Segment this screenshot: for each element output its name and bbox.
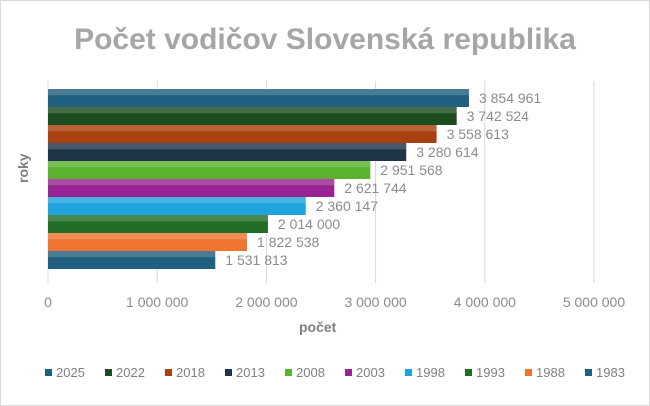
legend-label: 1983 <box>596 365 625 380</box>
x-tick-label: 5 000 000 <box>563 294 625 310</box>
legend-item: 1983 <box>585 365 625 380</box>
legend-label: 2003 <box>356 365 385 380</box>
legend-item: 2025 <box>45 365 85 380</box>
legend-swatch <box>45 369 52 376</box>
bar-highlight <box>48 197 306 204</box>
bar <box>48 215 268 233</box>
legend-swatch <box>465 369 472 376</box>
bar-highlight <box>48 89 469 96</box>
bar-highlight <box>48 107 457 114</box>
data-label: 1 531 813 <box>225 252 287 268</box>
bar <box>48 179 335 197</box>
legend-swatch <box>525 369 532 376</box>
data-label: 3 280 614 <box>416 144 478 160</box>
chart-title: Počet vodičov Slovenská republika <box>74 23 576 56</box>
legend-swatch <box>405 369 412 376</box>
legend-swatch <box>345 369 352 376</box>
legend-item: 2003 <box>345 365 385 380</box>
x-tick-label: 2 000 000 <box>235 294 297 310</box>
legend-label: 1993 <box>476 365 505 380</box>
data-label: 2 951 568 <box>380 162 442 178</box>
bar <box>48 125 437 143</box>
x-tick-label: 3 000 000 <box>344 294 406 310</box>
legend-item: 2022 <box>105 365 145 380</box>
x-axis-label: počet <box>299 319 337 335</box>
data-label: 2 014 000 <box>278 216 340 232</box>
bar <box>48 89 469 107</box>
bar <box>48 143 407 161</box>
bar <box>48 197 306 215</box>
bar-highlight <box>48 179 335 186</box>
bar <box>48 107 457 125</box>
legend-label: 1998 <box>416 365 445 380</box>
bar <box>48 161 371 179</box>
legend-label: 2018 <box>176 365 205 380</box>
data-label: 3 854 961 <box>479 90 541 106</box>
legend-item: 1998 <box>405 365 445 380</box>
bar <box>48 233 248 251</box>
legend-item: 2008 <box>285 365 325 380</box>
legend: 2025 2022 2018 2013 2008 2003 1998 1993 1988 1983 <box>45 365 625 380</box>
legend-label: 2022 <box>116 365 145 380</box>
x-tick-label: 4 000 000 <box>454 294 516 310</box>
bar-highlight <box>48 143 407 150</box>
legend-label: 2025 <box>56 365 85 380</box>
data-label: 3 558 613 <box>447 126 509 142</box>
y-axis-label: roky <box>15 153 31 183</box>
bar-highlight <box>48 125 437 132</box>
legend-swatch <box>585 369 592 376</box>
legend-label: 2008 <box>296 365 325 380</box>
bar-highlight <box>48 161 371 168</box>
bar-highlight <box>48 233 248 240</box>
data-label: 1 822 538 <box>257 234 319 250</box>
legend-item: 2013 <box>225 365 265 380</box>
bar <box>48 251 216 269</box>
legend-item: 1988 <box>525 365 565 380</box>
bar-highlight <box>48 215 268 222</box>
data-label: 2 360 147 <box>316 198 378 214</box>
bar-highlight <box>48 251 216 258</box>
legend-label: 1988 <box>536 365 565 380</box>
data-label: 3 742 524 <box>467 108 529 124</box>
legend-item: 2018 <box>165 365 205 380</box>
x-tick-label: 1 000 000 <box>126 294 188 310</box>
legend-item: 1993 <box>465 365 505 380</box>
legend-swatch <box>165 369 172 376</box>
legend-swatch <box>225 369 232 376</box>
legend-swatch <box>285 369 292 376</box>
legend-swatch <box>105 369 112 376</box>
data-label: 2 621 744 <box>344 180 406 196</box>
x-tick-label: 0 <box>44 294 52 310</box>
legend-label: 2013 <box>236 365 265 380</box>
